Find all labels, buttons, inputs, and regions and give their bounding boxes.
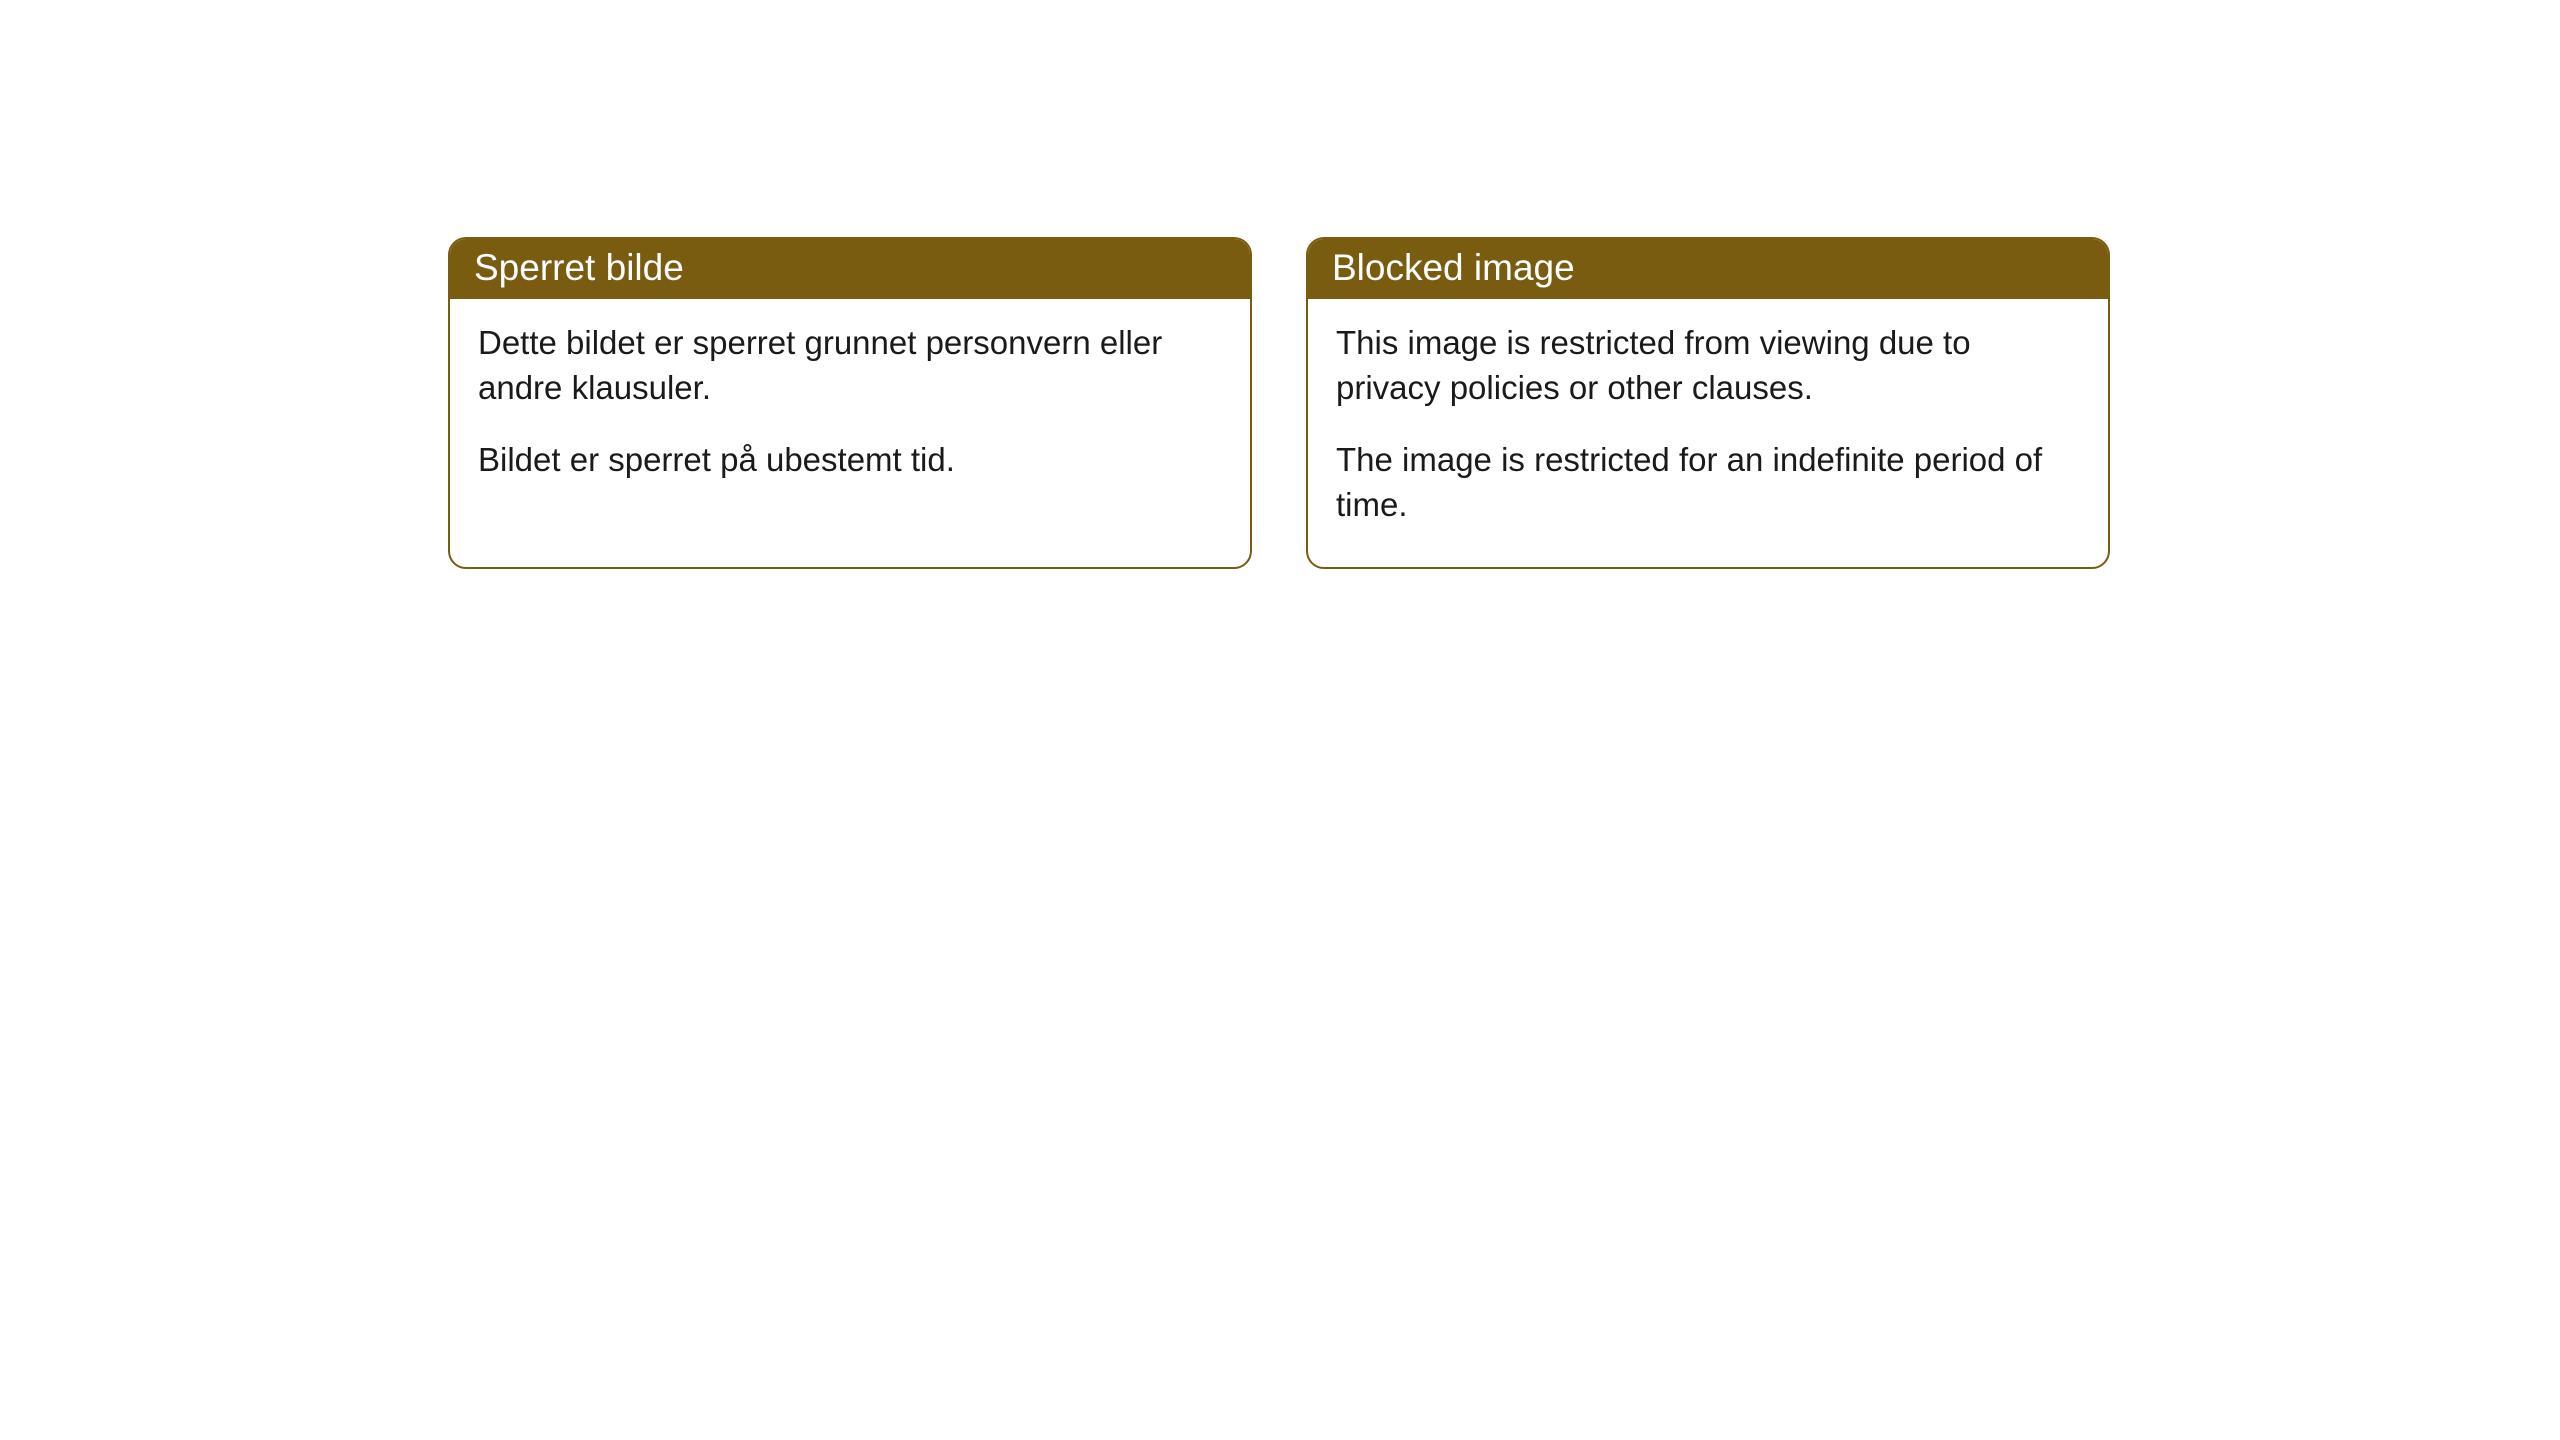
notice-card-english: Blocked image This image is restricted f…	[1306, 237, 2110, 569]
notice-text-english-2: The image is restricted for an indefinit…	[1336, 438, 2080, 527]
notice-cards-container: Sperret bilde Dette bildet er sperret gr…	[448, 237, 2110, 569]
notice-body-english: This image is restricted from viewing du…	[1308, 299, 2108, 567]
notice-header-english: Blocked image	[1308, 239, 2108, 299]
notice-card-norwegian: Sperret bilde Dette bildet er sperret gr…	[448, 237, 1252, 569]
notice-body-norwegian: Dette bildet er sperret grunnet personve…	[450, 299, 1250, 523]
notice-header-norwegian: Sperret bilde	[450, 239, 1250, 299]
notice-text-norwegian-1: Dette bildet er sperret grunnet personve…	[478, 321, 1222, 410]
notice-text-english-1: This image is restricted from viewing du…	[1336, 321, 2080, 410]
notice-text-norwegian-2: Bildet er sperret på ubestemt tid.	[478, 438, 1222, 483]
